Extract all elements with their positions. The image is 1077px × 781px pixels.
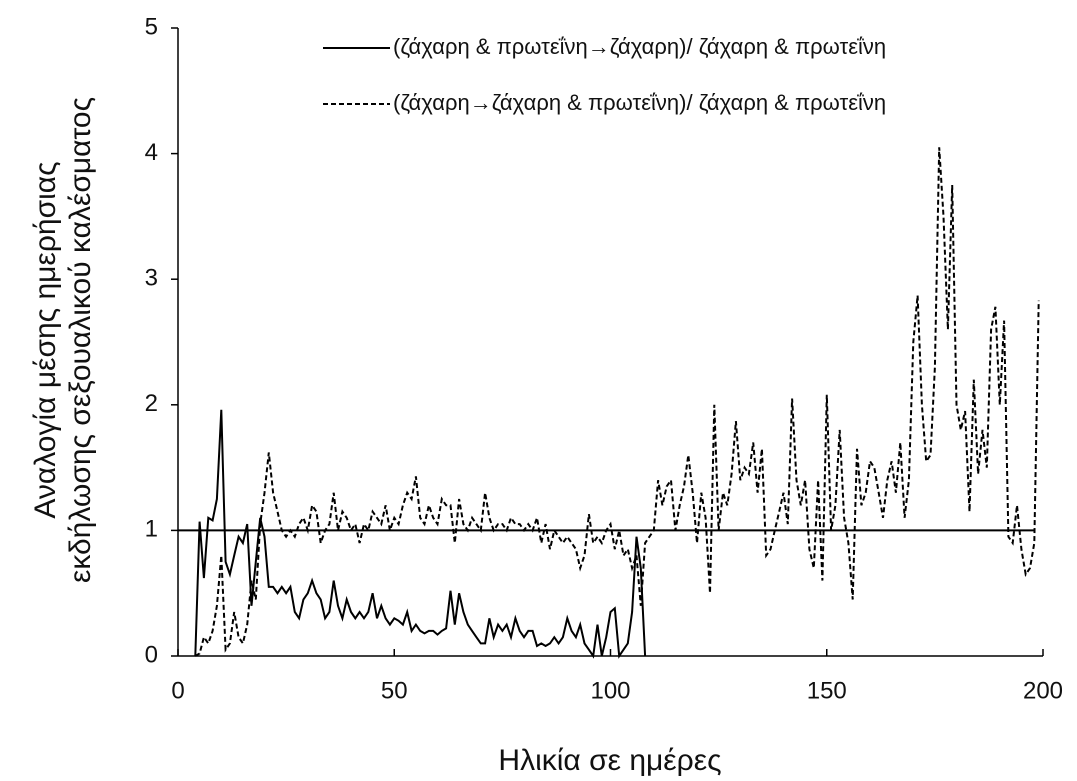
y-tick-label: 5 bbox=[145, 13, 158, 40]
series-line bbox=[194, 409, 647, 659]
x-tick-label: 150 bbox=[807, 677, 847, 704]
y-tick-label: 3 bbox=[145, 265, 158, 292]
y-tick-label: 0 bbox=[145, 641, 158, 668]
y-tick-label: 4 bbox=[145, 139, 158, 166]
x-tick-label: 0 bbox=[171, 677, 184, 704]
x-tick-label: 100 bbox=[590, 677, 630, 704]
series-line bbox=[194, 147, 1040, 657]
y-axis-title: Αναλογία μέσης ημερήσιας bbox=[29, 161, 62, 518]
x-axis-title: Ηλικία σε ημέρες bbox=[498, 744, 721, 777]
y-axis-title: εκδήλωσης σεξουαλικού καλέσματος bbox=[64, 97, 97, 583]
legend-label: (ζάχαρη→ζάχαρη & πρωτεΐνη)/ ζάχαρη & πρω… bbox=[393, 90, 886, 115]
y-tick-label: 1 bbox=[145, 516, 158, 543]
x-tick-label: 200 bbox=[1023, 677, 1063, 704]
y-tick-label: 2 bbox=[145, 390, 158, 417]
x-tick-label: 50 bbox=[381, 677, 408, 704]
legend-label: (ζάχαρη & πρωτεΐνη→ζάχαρη)/ ζάχαρη & πρω… bbox=[393, 34, 886, 59]
